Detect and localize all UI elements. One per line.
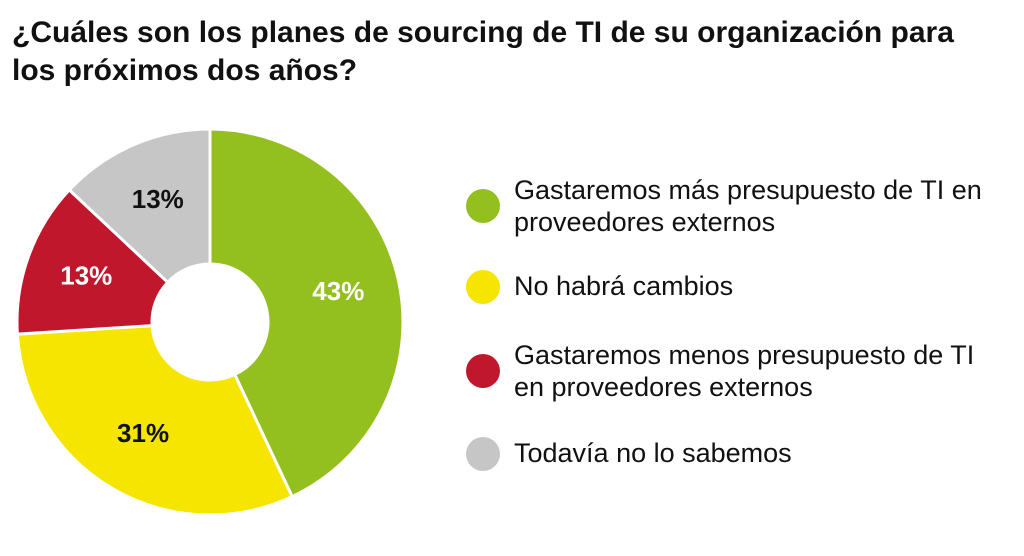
slice-value-label: 31% xyxy=(117,418,169,448)
legend-item: Todavía no lo sabemos xyxy=(466,437,1006,471)
legend: Gastaremos más presupuesto de TI en prov… xyxy=(466,166,1006,471)
legend-swatch-red xyxy=(466,354,500,388)
legend-label: No habrá cambios xyxy=(514,271,734,301)
slice-value-label: 43% xyxy=(312,276,364,306)
legend-swatch-yellow xyxy=(466,270,500,304)
slice-value-label: 13% xyxy=(60,260,112,290)
slice-green xyxy=(208,127,405,499)
slice-yellow xyxy=(15,324,295,517)
legend-label: Gastaremos más presupuesto de TI en prov… xyxy=(514,175,982,237)
legend-label: Todavía no lo sabemos xyxy=(514,438,792,468)
chart-title: ¿Cuáles son los planes de sourcing de TI… xyxy=(12,16,954,87)
legend-label: Gastaremos menos presupuesto de TI en pr… xyxy=(514,340,975,402)
legend-item: Gastaremos más presupuesto de TI en prov… xyxy=(466,174,1006,238)
legend-item: Gastaremos menos presupuesto de TI en pr… xyxy=(466,339,1006,403)
legend-swatch-gray xyxy=(466,437,500,471)
legend-swatch-green xyxy=(466,189,500,223)
donut-slices xyxy=(15,127,405,517)
slice-red xyxy=(15,187,170,336)
donut-labels: 43% 31% 13% 13% xyxy=(60,184,364,448)
slice-value-label: 13% xyxy=(132,184,184,214)
slice-gray xyxy=(67,127,212,285)
legend-item: No habrá cambios xyxy=(466,270,1006,304)
